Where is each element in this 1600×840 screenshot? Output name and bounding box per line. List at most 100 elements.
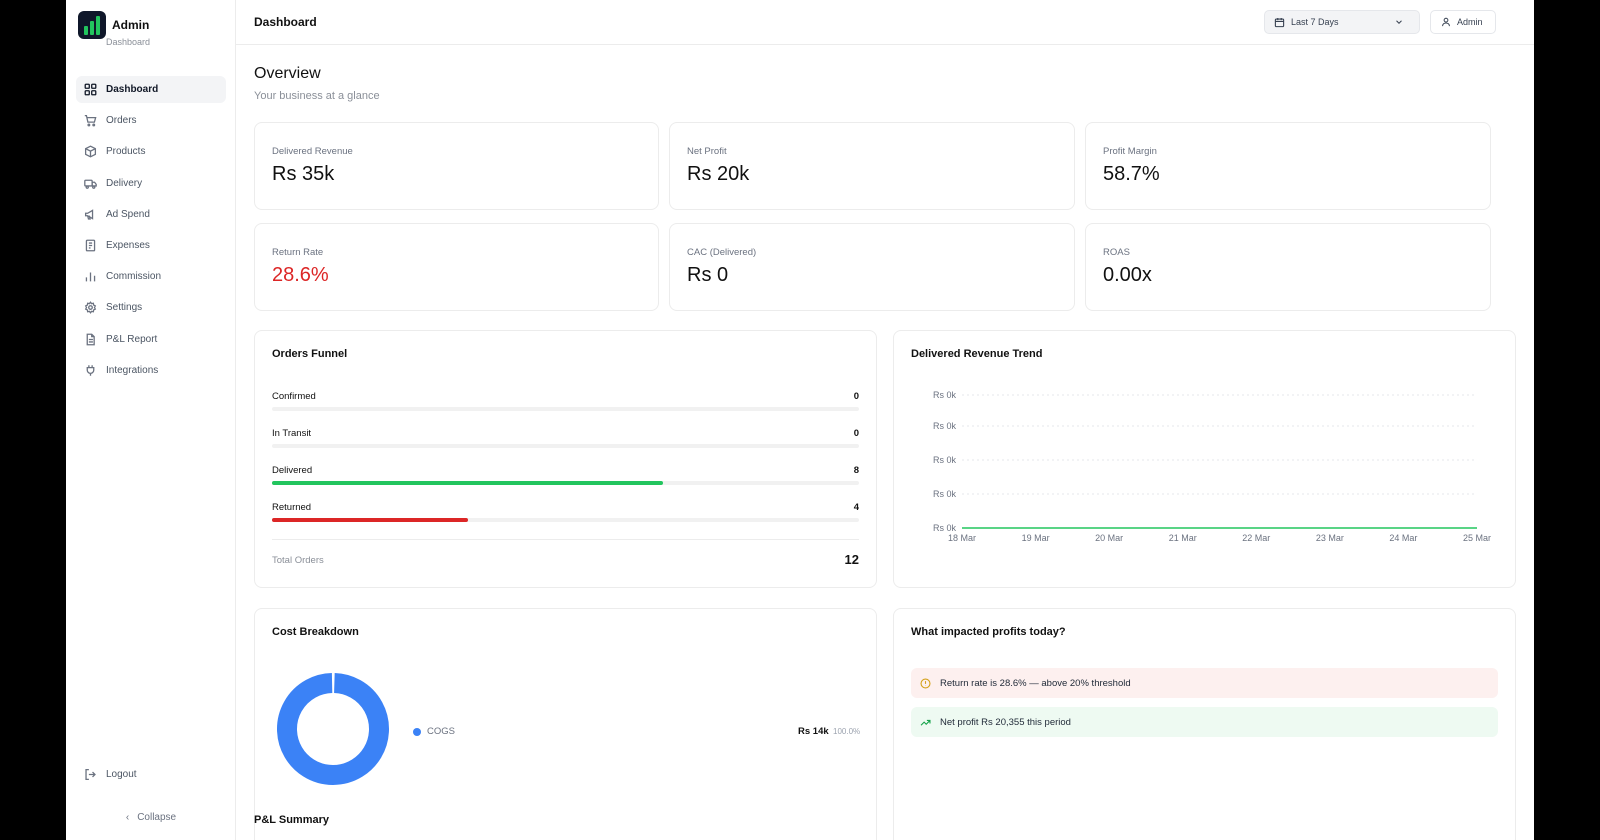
funnel-track (272, 518, 859, 522)
card-title: Cost Breakdown (272, 626, 359, 638)
truck-icon (84, 179, 97, 189)
y-tick-label: Rs 0k (933, 455, 957, 465)
brand-title: Admin (112, 18, 150, 32)
kpi-card-net-profit: Net Profit Rs 20k (669, 122, 1075, 210)
overview-title: Overview (254, 65, 321, 82)
kpi-card-roas: ROAS 0.00x (1085, 223, 1491, 311)
sidebar-item-label: Integrations (106, 364, 159, 376)
logo-icon (78, 11, 106, 39)
collapse-label: Collapse (137, 812, 177, 823)
box-icon (84, 145, 97, 158)
top-header: Dashboard Last 7 Days Admin (236, 0, 1534, 45)
pl-summary-title: P&L Summary (254, 814, 329, 826)
user-menu-button[interactable]: Admin (1430, 10, 1496, 34)
donut-slice-cogs[interactable] (277, 673, 389, 785)
receipt-icon (85, 239, 96, 252)
grid-icon (84, 83, 97, 96)
sidebar-item-ad-spend[interactable]: Ad Spend (76, 201, 226, 228)
logout-icon (85, 768, 96, 781)
gear-icon (84, 301, 97, 315)
funnel-track (272, 444, 859, 448)
trending-up-icon (920, 719, 931, 726)
funnel-label: In Transit (272, 428, 312, 439)
funnel-label: Confirmed (272, 391, 316, 402)
impact-card: What impacted profits today? Return rate… (893, 608, 1516, 840)
x-tick-label: 21 Mar (1169, 533, 1197, 543)
y-tick-label: Rs 0k (933, 390, 957, 400)
sidebar-item-settings[interactable]: Settings (76, 294, 226, 321)
funnel-row-delivered: Delivered 8 (272, 465, 859, 493)
sidebar-item-label: Delivery (106, 177, 143, 189)
kpi-card-profit-margin: Profit Margin 58.7% (1085, 122, 1491, 210)
y-tick-label: Rs 0k (933, 421, 957, 431)
x-tick-label: 20 Mar (1095, 533, 1123, 543)
chevron-left-icon: ‹ (125, 812, 130, 823)
sidebar-item-orders[interactable]: Orders (76, 107, 226, 134)
logout-button[interactable]: Logout (84, 768, 137, 781)
sidebar-item-delivery[interactable]: Delivery (76, 170, 226, 197)
sidebar-nav: Dashboard Orders Products Delivery Ad Sp… (76, 76, 226, 388)
x-tick-label: 24 Mar (1389, 533, 1417, 543)
card-title: What impacted profits today? (911, 626, 1066, 638)
total-orders-value: 12 (844, 552, 859, 567)
sidebar-item-products[interactable]: Products (76, 138, 226, 165)
funnel-track (272, 481, 859, 485)
sidebar-item-dashboard[interactable]: Dashboard (76, 76, 226, 103)
kpi-value: 0.00x (1103, 264, 1152, 286)
funnel-track (272, 407, 859, 411)
alert-circle-icon (920, 677, 931, 689)
sidebar-item-pl-report[interactable]: P&L Report (76, 326, 226, 353)
cart-icon (84, 115, 97, 127)
alert-text: Net profit Rs 20,355 this period (940, 716, 1071, 728)
user-icon (1442, 17, 1450, 27)
brand[interactable]: Admin Dashboard (78, 11, 150, 47)
calendar-icon (1274, 17, 1285, 27)
logout-label: Logout (106, 769, 137, 780)
alert-net-profit: Net profit Rs 20,355 this period (911, 707, 1498, 737)
date-range-value: Last 7 Days (1291, 17, 1339, 27)
kpi-value: 58.7% (1103, 163, 1160, 185)
funnel-value: 8 (853, 465, 859, 476)
sidebar-item-label: Commission (106, 271, 162, 283)
sidebar-item-expenses[interactable]: Expenses (76, 232, 226, 259)
plug-icon (86, 364, 95, 376)
date-range-select[interactable]: Last 7 Days (1264, 10, 1420, 34)
alert-return-rate: Return rate is 28.6% — above 20% thresho… (911, 668, 1498, 698)
sidebar-item-label: Dashboard (106, 84, 159, 95)
card-title: Delivered Revenue Trend (911, 348, 1043, 360)
funnel-value: 0 (853, 391, 859, 402)
sidebar-item-label: Ad Spend (106, 208, 150, 220)
sidebar-item-commission[interactable]: Commission (76, 263, 226, 290)
collapse-button[interactable]: ‹ Collapse (66, 812, 236, 823)
kpi-label: Return Rate (272, 247, 324, 258)
legend-label: COGS (427, 726, 455, 737)
sidebar-item-label: Products (106, 146, 146, 158)
funnel-label: Delivered (272, 465, 313, 476)
x-tick-label: 22 Mar (1242, 533, 1270, 543)
user-label: Admin (1457, 17, 1483, 27)
x-tick-label: 18 Mar (948, 533, 976, 543)
cost-donut-chart (277, 673, 389, 785)
document-icon (86, 333, 95, 345)
legend-percent: 100.0% (833, 727, 861, 736)
sidebar-item-label: Orders (106, 115, 137, 127)
sidebar-item-label: P&L Report (106, 333, 158, 345)
funnel-fill (272, 481, 664, 485)
chevron-down-icon (1396, 20, 1402, 24)
overview-subtitle: Your business at a glance (254, 90, 380, 102)
revenue-trend-card: Delivered Revenue Trend Rs 0k Rs 0k Rs 0k R… (893, 330, 1516, 588)
total-orders-label: Total Orders (272, 555, 324, 566)
divider (272, 539, 859, 540)
alert-text: Return rate is 28.6% — above 20% thresho… (940, 677, 1131, 689)
kpi-value: Rs 35k (272, 163, 335, 185)
app-window: Admin Dashboard Dashboard Orders Product… (66, 0, 1534, 840)
kpi-label: Profit Margin (1103, 146, 1157, 157)
cost-breakdown-card: Cost Breakdown COGS Rs 14k 100.0% (254, 608, 877, 840)
kpi-label: ROAS (1103, 247, 1130, 258)
sidebar-item-integrations[interactable]: Integrations (76, 357, 226, 384)
kpi-label: Delivered Revenue (272, 146, 353, 157)
kpi-card-cac: CAC (Delivered) Rs 0 (669, 223, 1075, 311)
sidebar: Admin Dashboard Dashboard Orders Product… (66, 0, 236, 840)
kpi-value: Rs 20k (687, 163, 750, 185)
